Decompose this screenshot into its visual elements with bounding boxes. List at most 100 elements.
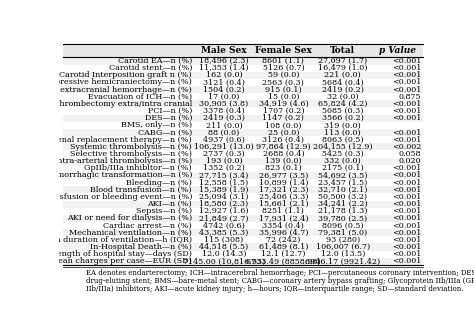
Text: 6733.49 (8858.98): 6733.49 (8858.98) — [246, 257, 321, 265]
Text: Thrombectomy extra/intra cranial: Thrombectomy extra/intra cranial — [54, 100, 192, 108]
Text: 43,385 (5.3): 43,385 (5.3) — [200, 229, 249, 237]
Text: 44,518 (5.5): 44,518 (5.5) — [200, 243, 249, 251]
Text: 23,457 (1.5): 23,457 (1.5) — [318, 179, 367, 187]
Text: 12.0 (13.5): 12.0 (13.5) — [320, 250, 365, 258]
Text: 12,927 (1.6): 12,927 (1.6) — [199, 207, 249, 215]
Text: 2419 (0.2): 2419 (0.2) — [322, 86, 364, 94]
Bar — [63, 236, 423, 243]
Bar — [63, 86, 423, 93]
Text: 18,496 (2.3): 18,496 (2.3) — [199, 57, 249, 65]
Text: 88 (0.0): 88 (0.0) — [209, 129, 240, 137]
Text: 113 (0.0): 113 (0.0) — [324, 129, 361, 137]
Text: Selective thrombolysis—n (%): Selective thrombolysis—n (%) — [70, 150, 192, 158]
Text: 1707 (0.2): 1707 (0.2) — [263, 107, 304, 115]
Bar — [63, 115, 423, 122]
Text: 8251 (1.1): 8251 (1.1) — [263, 207, 304, 215]
Bar — [63, 208, 423, 215]
Text: 34,241 (2.2): 34,241 (2.2) — [318, 200, 368, 208]
Text: 15,661 (2.1): 15,661 (2.1) — [259, 200, 308, 208]
Text: 3378 (0.4): 3378 (0.4) — [203, 107, 245, 115]
Text: 3566 (0.2): 3566 (0.2) — [322, 114, 364, 122]
Text: 30,905 (3.8): 30,905 (3.8) — [200, 100, 249, 108]
Text: 193 (0.0): 193 (0.0) — [206, 157, 242, 165]
Text: 319 (0.0): 319 (0.0) — [324, 121, 361, 129]
Text: 2688 (0.4): 2688 (0.4) — [263, 150, 304, 158]
Text: Carotid EA—n (%): Carotid EA—n (%) — [118, 57, 192, 65]
Text: 17,931 (2.4): 17,931 (2.4) — [259, 214, 308, 222]
Bar — [63, 172, 423, 179]
Text: Intra-arterial thrombolysis—n (%): Intra-arterial thrombolysis—n (%) — [54, 157, 192, 165]
Text: 11,353 (1.4): 11,353 (1.4) — [199, 64, 249, 72]
Text: 15 (0.0): 15 (0.0) — [268, 93, 299, 101]
Bar — [63, 108, 423, 115]
Text: 18,580 (2.3): 18,580 (2.3) — [200, 200, 249, 208]
Text: 4742 (0.6): 4742 (0.6) — [203, 221, 245, 229]
Text: 54,692 (3.5): 54,692 (3.5) — [318, 171, 367, 179]
Text: DES—n (%): DES—n (%) — [145, 114, 192, 122]
Text: 5085 (0.3): 5085 (0.3) — [322, 107, 364, 115]
Text: 2175 (0.1): 2175 (0.1) — [322, 164, 364, 172]
Text: Female Sex: Female Sex — [255, 46, 312, 55]
Text: 2419 (0.3): 2419 (0.3) — [203, 114, 245, 122]
Text: Decompressive hemicraniectomy—n (%): Decompressive hemicraniectomy—n (%) — [27, 78, 192, 87]
Text: drug-eluting stent; BMS—bare-metal stent; CABG—coronary artery bypass grafting; : drug-eluting stent; BMS—bare-metal stent… — [86, 277, 474, 285]
Text: 21,849 (2.7): 21,849 (2.7) — [199, 214, 249, 222]
Text: 79,381 (5.0): 79,381 (5.0) — [318, 229, 367, 237]
Bar — [63, 72, 423, 79]
Text: Evacuation of extracranial hemorrhage—n (%): Evacuation of extracranial hemorrhage—n … — [2, 86, 192, 94]
Text: 35,996 (4.7): 35,996 (4.7) — [259, 229, 308, 237]
Text: 59 (0.0): 59 (0.0) — [268, 71, 299, 79]
Text: <0.001: <0.001 — [392, 200, 421, 208]
Text: 12.1 (12.7): 12.1 (12.7) — [261, 250, 306, 258]
Text: 32,710 (2.1): 32,710 (2.1) — [318, 186, 367, 194]
Text: 1504 (0.2): 1504 (0.2) — [203, 86, 245, 94]
Text: 21,178 (1.3): 21,178 (1.3) — [318, 207, 367, 215]
Text: 50,500 (3.2): 50,500 (3.2) — [318, 193, 367, 201]
Bar — [63, 150, 423, 158]
Text: 0.058: 0.058 — [399, 150, 421, 158]
Text: GpIIb/IIIa inhibitor—n (%): GpIIb/IIIa inhibitor—n (%) — [84, 164, 192, 172]
Text: Total: Total — [330, 46, 355, 55]
Text: 106,007 (6.7): 106,007 (6.7) — [316, 243, 370, 251]
Text: 204,155 (12.9): 204,155 (12.9) — [313, 143, 373, 151]
Text: <0.001: <0.001 — [392, 250, 421, 258]
Text: 115 (308): 115 (308) — [204, 236, 244, 244]
Text: 106,291 (13.0): 106,291 (13.0) — [194, 143, 254, 151]
Text: 6946.17 (9921.42): 6946.17 (9921.42) — [305, 257, 380, 265]
Text: 0.875: 0.875 — [399, 93, 421, 101]
Text: Carotid Interposition graft n (%): Carotid Interposition graft n (%) — [59, 71, 192, 79]
Text: 12.0 (14.3): 12.0 (14.3) — [202, 250, 246, 258]
Text: 32 (0.0): 32 (0.0) — [327, 93, 358, 101]
Bar — [63, 215, 423, 222]
Text: 34,919 (4.6): 34,919 (4.6) — [258, 100, 308, 108]
Text: <0.001: <0.001 — [392, 107, 421, 115]
Text: <0.001: <0.001 — [392, 64, 421, 72]
Bar — [63, 64, 423, 72]
Text: <0.001: <0.001 — [392, 136, 421, 144]
Bar — [63, 143, 423, 150]
Text: 26,977 (3.5): 26,977 (3.5) — [259, 171, 308, 179]
Text: Bleeding—n (%): Bleeding—n (%) — [126, 179, 192, 187]
Bar — [63, 129, 423, 136]
Bar — [63, 158, 423, 165]
Text: 72 (242): 72 (242) — [266, 236, 301, 244]
Text: 25 (0.0): 25 (0.0) — [268, 129, 299, 137]
Bar — [63, 100, 423, 108]
Text: <0.001: <0.001 — [392, 229, 421, 237]
Text: AKI—n (%): AKI—n (%) — [147, 200, 192, 208]
Text: Median duration of ventilation—h (IQR): Median duration of ventilation—h (IQR) — [30, 236, 192, 244]
Text: 211 (0.0): 211 (0.0) — [206, 121, 242, 129]
Text: <0.001: <0.001 — [392, 86, 421, 94]
Text: 8096 (0.5): 8096 (0.5) — [322, 221, 364, 229]
Text: In-Hospital Death—n (%): In-Hospital Death—n (%) — [90, 243, 192, 251]
Text: Sepsis—n (%): Sepsis—n (%) — [136, 207, 192, 215]
Text: CABG—n (%): CABG—n (%) — [138, 129, 192, 137]
Text: 39,780 (2.5): 39,780 (2.5) — [318, 214, 367, 222]
Bar — [63, 179, 423, 186]
Text: Blood transfusion—n (%): Blood transfusion—n (%) — [91, 186, 192, 194]
Text: <0.001: <0.001 — [392, 193, 421, 201]
Bar — [63, 258, 423, 265]
Text: <0.001: <0.001 — [392, 257, 421, 265]
Bar — [63, 229, 423, 236]
Text: 17,321 (2.3): 17,321 (2.3) — [259, 186, 308, 194]
